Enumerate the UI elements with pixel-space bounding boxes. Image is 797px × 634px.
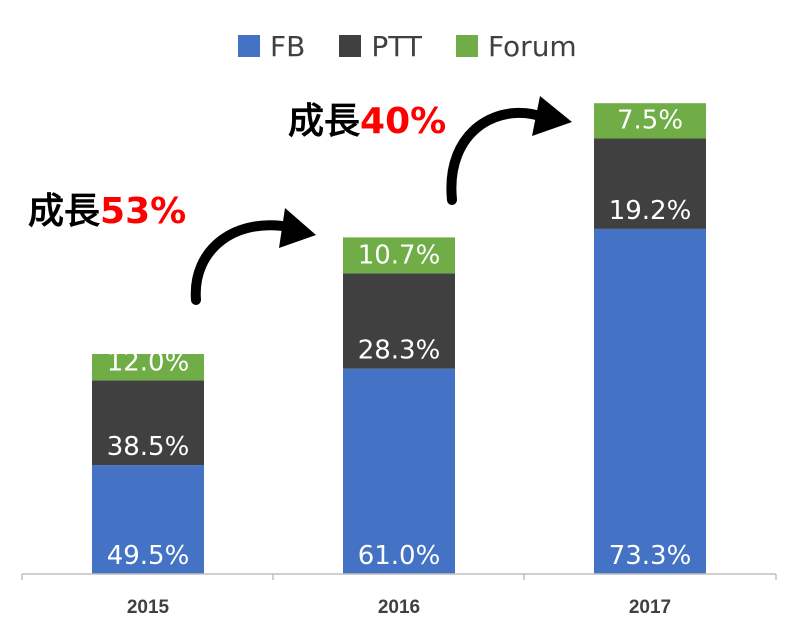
growth-prefix: 成長	[28, 191, 101, 232]
chart-legend: FB PTT Forum	[238, 28, 611, 64]
legend-swatch-forum	[455, 35, 478, 57]
bar-segment-forum-2015	[92, 354, 204, 381]
data-label-ptt-2017: 19.2%	[609, 196, 692, 226]
x-axis-ticks	[21, 574, 777, 580]
x-tick-label-2016: 2016	[378, 597, 420, 618]
bar-segment-ptt-2015	[92, 380, 204, 466]
bar-segment-forum-2017	[594, 103, 706, 139]
bar-segment-forum-2016	[343, 237, 455, 274]
legend-label-fb: FB	[270, 29, 306, 63]
legend-label-ptt: PTT	[371, 29, 422, 63]
growth-prefix: 成長	[288, 101, 361, 142]
growth-annotation-2016: 成長53%	[28, 182, 186, 234]
x-axis-labels: 2015 2016 2017	[127, 597, 671, 618]
data-label-fb-2016: 61.0%	[358, 541, 441, 571]
growth-arrow-2	[446, 96, 572, 205]
data-label-forum-2015: 12.0%	[107, 347, 190, 377]
growth-percent: 40%	[360, 101, 447, 142]
legend-item-forum: Forum	[455, 29, 577, 63]
bar-segment-fb-2017	[594, 228, 706, 574]
data-label-forum-2016: 10.7%	[358, 240, 441, 270]
legend-swatch-fb	[238, 35, 260, 57]
bar-segment-fb-2016	[343, 368, 455, 574]
x-tick-label-2015: 2015	[127, 597, 170, 618]
data-label-ptt-2015: 38.5%	[107, 432, 190, 462]
growth-annotation-2017: 成長40%	[288, 92, 446, 144]
legend-swatch-ptt	[339, 35, 362, 57]
legend-item-fb: FB	[238, 30, 305, 63]
data-label-fb-2015: 49.5%	[107, 541, 190, 571]
growth-percent: 53%	[100, 191, 187, 232]
bars-layer: 49.5% 38.5% 12.0% 61.0% 28.3% 10.7% 73.3% 19.2%…	[92, 103, 706, 574]
growth-arrow-1	[190, 208, 316, 305]
data-label-forum-2017: 7.5%	[617, 106, 683, 136]
data-label-ptt-2016: 28.3%	[358, 336, 441, 366]
bar-segment-fb-2015	[92, 465, 204, 574]
legend-label-forum: Forum	[487, 29, 577, 63]
bar-segment-ptt-2017	[594, 138, 706, 229]
data-label-fb-2017: 73.3%	[609, 541, 692, 571]
bar-segment-ptt-2016	[343, 273, 455, 369]
x-tick-label-2017: 2017	[629, 597, 671, 618]
legend-item-ptt: PTT	[339, 30, 422, 63]
